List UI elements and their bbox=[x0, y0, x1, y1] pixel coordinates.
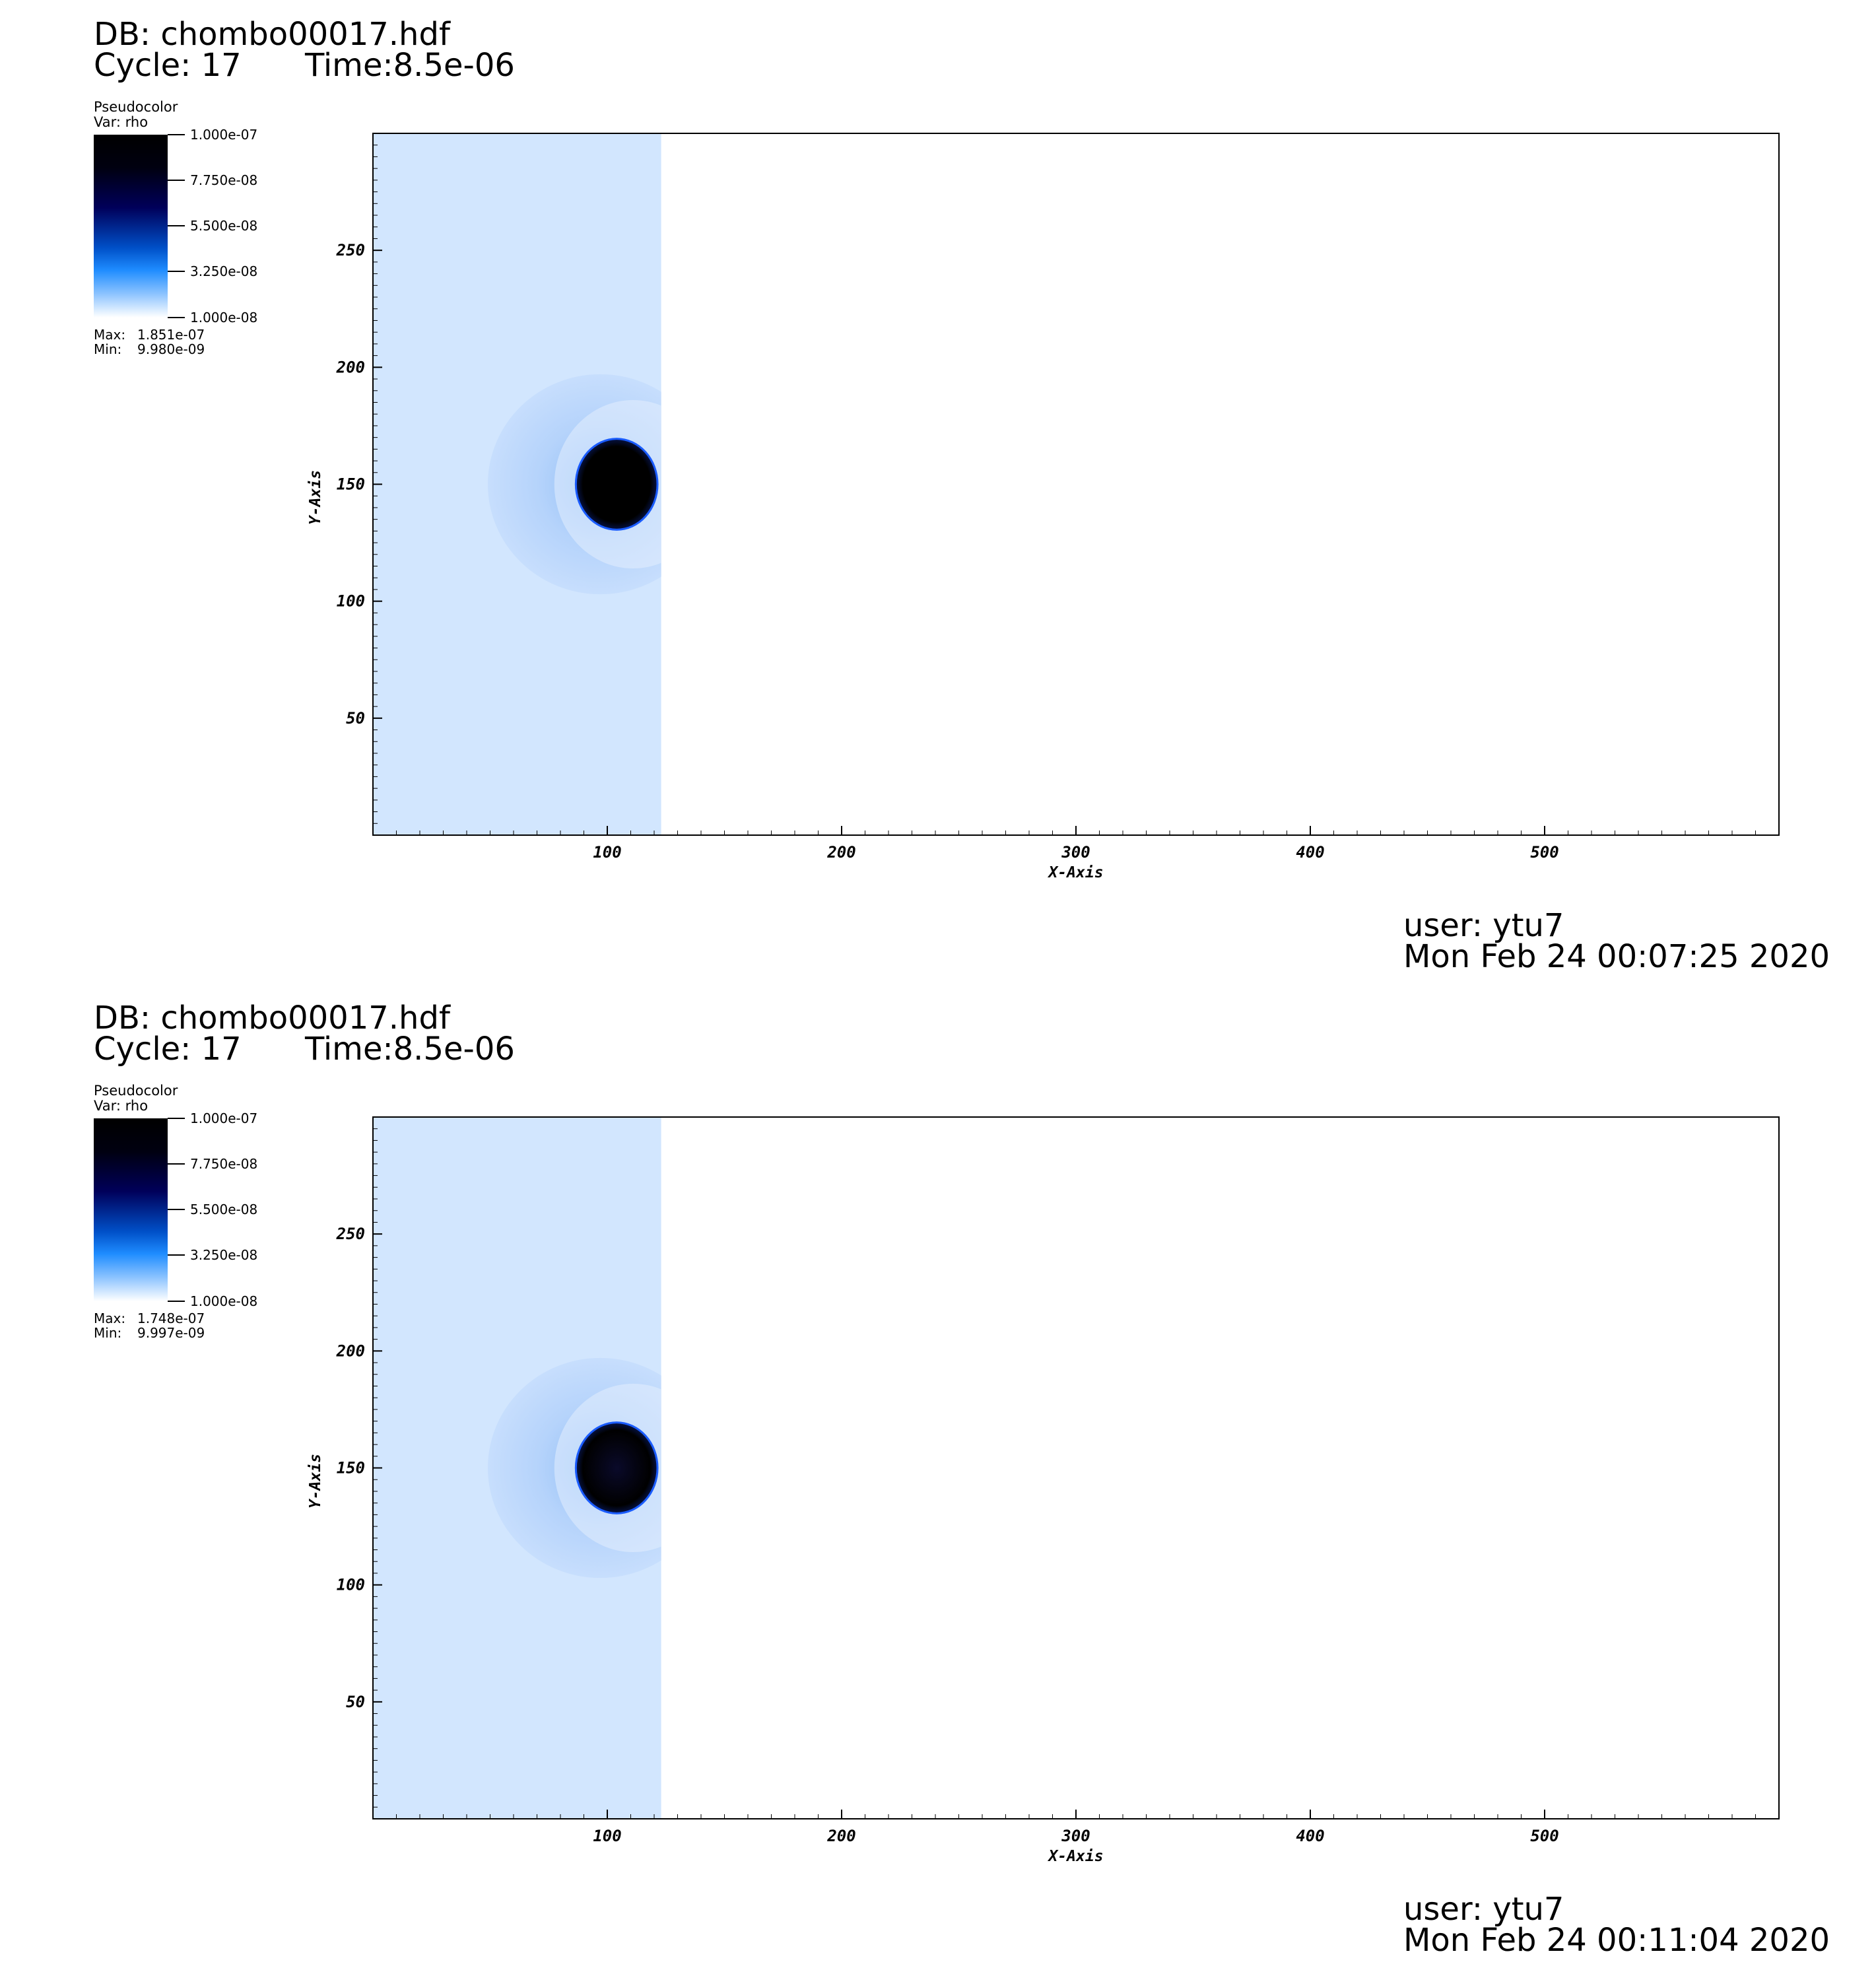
colorbar-tick bbox=[168, 271, 185, 272]
user-label: user: ytu7 bbox=[1403, 907, 1564, 944]
legend-title: Pseudocolor bbox=[94, 99, 178, 115]
colorbar-tick bbox=[168, 1118, 185, 1119]
plot-panel: DB: chombo00017.hdf Cycle: 17 Time:8.5e-… bbox=[94, 16, 1830, 975]
dense-blob bbox=[576, 440, 657, 529]
colorbar-label: 1.000e-07 bbox=[190, 1110, 258, 1126]
x-tick-label: 400 bbox=[1296, 843, 1324, 862]
x-tick-label: 100 bbox=[593, 1827, 621, 1845]
colorbar-tick bbox=[168, 1209, 185, 1210]
legend-var: Var: rho bbox=[94, 1098, 149, 1114]
db-title: DB: chombo00017.hdf bbox=[94, 1000, 450, 1036]
x-tick-label: 300 bbox=[1061, 843, 1090, 862]
colorbar-label: 3.250e-08 bbox=[190, 263, 258, 279]
colorbar-tick bbox=[168, 1163, 185, 1165]
dense-blob bbox=[576, 1423, 657, 1512]
colorbar-label: 5.500e-08 bbox=[190, 218, 258, 234]
colorbar-label: 3.250e-08 bbox=[190, 1247, 258, 1263]
pseudocolor-plot: 100 200 300 400 500 50 100 150 200 250 X-Axis Y-Axi… bbox=[307, 1116, 1780, 1865]
x-tick-label: 500 bbox=[1530, 1827, 1558, 1845]
user-label: user: ytu7 bbox=[1403, 1891, 1564, 1928]
colorbar-tick bbox=[168, 180, 185, 181]
min-label: Min: bbox=[94, 341, 122, 357]
min-stat: Min: 9.980e-09 bbox=[94, 341, 205, 357]
min-value: 9.980e-09 bbox=[137, 341, 205, 357]
y-tick-label: 150 bbox=[337, 1459, 365, 1478]
colorbar-tick bbox=[168, 317, 185, 318]
colorbar-label: 1.000e-08 bbox=[190, 1293, 258, 1309]
min-value: 9.997e-09 bbox=[137, 1325, 205, 1341]
plot-panel: DB: chombo00017.hdf Cycle: 17 Time:8.5e-… bbox=[0, 984, 1876, 1969]
colorbar-tick bbox=[168, 134, 185, 135]
y-axis-title: Y-Axis bbox=[307, 470, 324, 525]
x-tick-label: 300 bbox=[1061, 1827, 1090, 1845]
time-label: Time:8.5e-06 bbox=[305, 47, 515, 84]
time-label: Time:8.5e-06 bbox=[305, 1031, 515, 1068]
max-stat: Max: 1.851e-07 bbox=[94, 327, 205, 343]
x-tick-label: 400 bbox=[1296, 1827, 1324, 1845]
max-stat: Max: 1.748e-07 bbox=[94, 1310, 205, 1326]
pseudocolor-plot: 100 200 300 400 500 50 100 150 200 250 X-Axis Y-Axi… bbox=[307, 133, 1780, 881]
max-label: Max: bbox=[94, 327, 126, 343]
colorbar-label: 7.750e-08 bbox=[190, 172, 258, 188]
y-tick-label: 150 bbox=[337, 475, 365, 494]
y-tick-label: 50 bbox=[346, 1693, 365, 1711]
x-tick-label: 100 bbox=[593, 843, 621, 862]
x-tick-label: 500 bbox=[1530, 843, 1558, 862]
y-tick-label: 250 bbox=[336, 1225, 365, 1243]
y-tick-label: 50 bbox=[346, 709, 365, 728]
cycle-label: Cycle: 17 bbox=[94, 1031, 242, 1068]
x-axis-title: X-Axis bbox=[1047, 1848, 1103, 1865]
x-tick-label: 200 bbox=[826, 843, 855, 862]
min-label: Min: bbox=[94, 1325, 122, 1341]
x-axis-title: X-Axis bbox=[1047, 864, 1103, 881]
colorbar bbox=[94, 135, 168, 318]
max-value: 1.851e-07 bbox=[137, 327, 205, 343]
y-tick-label: 100 bbox=[337, 592, 365, 611]
cycle-info: Cycle: 17 Time:8.5e-06 bbox=[94, 47, 515, 84]
cycle-info: Cycle: 17 Time:8.5e-06 bbox=[94, 1031, 515, 1068]
colorbar-label: 5.500e-08 bbox=[190, 1202, 258, 1217]
legend-title: Pseudocolor bbox=[94, 1083, 178, 1099]
colorbar-tick bbox=[168, 1301, 185, 1302]
cycle-label: Cycle: 17 bbox=[94, 47, 242, 84]
colorbar-label: 7.750e-08 bbox=[190, 1156, 258, 1172]
y-axis-title: Y-Axis bbox=[307, 1454, 324, 1509]
colorbar-tick bbox=[168, 1254, 185, 1256]
date-label: Mon Feb 24 00:11:04 2020 bbox=[1403, 1922, 1830, 1959]
colorbar-label: 1.000e-07 bbox=[190, 127, 258, 143]
date-label: Mon Feb 24 00:07:25 2020 bbox=[1403, 938, 1830, 975]
min-stat: Min: 9.997e-09 bbox=[94, 1325, 205, 1341]
y-tick-label: 100 bbox=[337, 1576, 365, 1594]
y-tick-label: 250 bbox=[336, 241, 365, 259]
colorbar-tick bbox=[168, 225, 185, 226]
y-tick-label: 200 bbox=[336, 1342, 365, 1360]
colorbar bbox=[94, 1118, 168, 1301]
db-title: DB: chombo00017.hdf bbox=[94, 16, 450, 53]
legend-var: Var: rho bbox=[94, 114, 149, 130]
y-tick-label: 200 bbox=[336, 358, 365, 376]
x-tick-label: 200 bbox=[826, 1827, 855, 1845]
max-value: 1.748e-07 bbox=[137, 1310, 205, 1326]
colorbar-label: 1.000e-08 bbox=[190, 310, 258, 325]
max-label: Max: bbox=[94, 1310, 126, 1326]
